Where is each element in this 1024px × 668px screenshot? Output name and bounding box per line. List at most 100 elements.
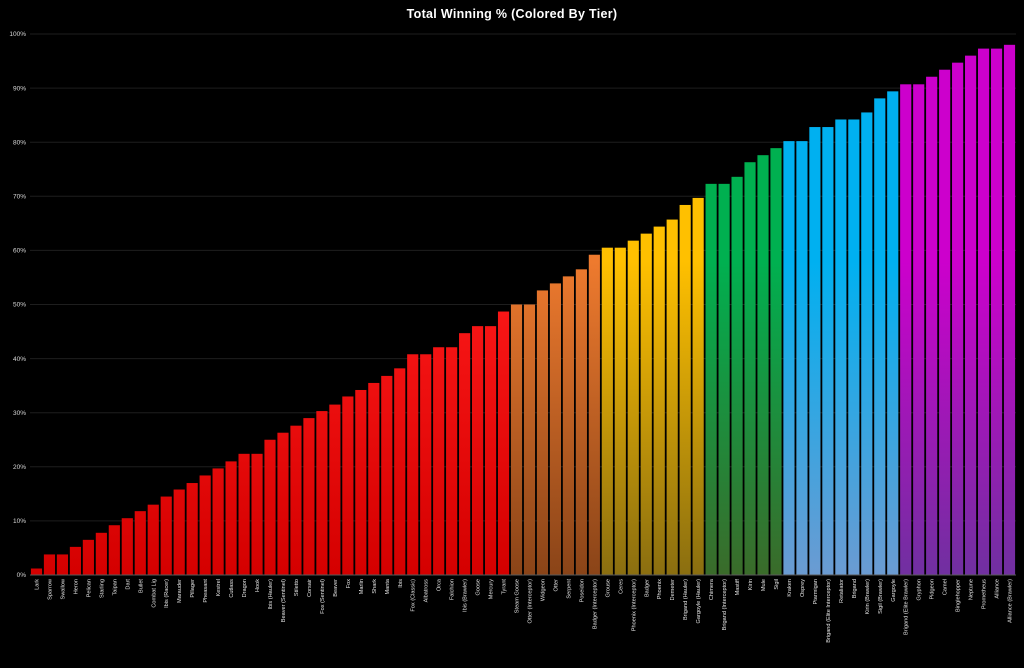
x-category-label: Albatross [424, 579, 430, 603]
bar [887, 91, 899, 575]
y-tick-label: 20% [13, 464, 26, 471]
y-tick-label: 30% [13, 410, 26, 417]
x-category-label: Ibis (Brawler) [463, 579, 469, 612]
bar [900, 84, 912, 575]
bar [601, 247, 613, 575]
bar [69, 546, 81, 575]
y-tick-label: 60% [13, 248, 26, 255]
x-category-label: Alliance (Brawler) [1008, 579, 1014, 623]
bar [160, 496, 172, 575]
x-category-label: Swallow [60, 578, 66, 599]
x-category-label: Corsair [307, 579, 313, 597]
chart-title: Total Winning % (Colored By Tier) [406, 7, 618, 21]
x-category-label: Beaver (Sentinel) [281, 579, 287, 622]
x-category-label: Binglehopper [956, 579, 962, 612]
bar [433, 347, 445, 575]
bar [225, 461, 237, 575]
x-category-label: Tyrant [502, 579, 508, 595]
x-category-label: Pheasant [203, 579, 209, 603]
x-category-label: Badger (Interceptor) [592, 579, 598, 629]
bar [913, 84, 925, 575]
x-category-label: Alliance [995, 579, 1001, 599]
bar [199, 475, 211, 575]
x-category-label: Beaver [333, 579, 339, 597]
x-category-label: Steam Goose [515, 579, 521, 613]
x-category-label: Marlin [359, 579, 365, 594]
x-category-label: Fox (Sentinel) [320, 579, 326, 614]
bar [861, 112, 873, 575]
x-category-label: Brigand (Hauler) [683, 579, 689, 620]
y-tick-label: 40% [13, 356, 26, 363]
bar [835, 119, 847, 575]
x-category-label: Orca [437, 578, 443, 591]
x-category-label: Gargoyle (Hauler) [696, 579, 702, 624]
bar [1003, 44, 1016, 575]
bar [264, 439, 276, 575]
bar [121, 518, 133, 575]
bar [147, 504, 159, 575]
x-category-label: Combat Lig [151, 579, 157, 608]
x-category-label: Hook [255, 579, 261, 592]
x-category-label: Brigand (Elite Interceptor) [826, 579, 832, 643]
x-category-label: Camel [943, 579, 949, 595]
x-axis-labels: Lark Sparrow Swallow Heron Pelican Starling Ta… [34, 578, 1013, 643]
bar [536, 290, 549, 575]
bars [30, 44, 1016, 576]
y-tick-label: 100% [9, 31, 26, 38]
bar [783, 141, 795, 575]
bar [446, 347, 458, 575]
x-category-label: Serpent [566, 579, 572, 599]
x-category-label: Demeter [670, 579, 676, 601]
bar [939, 69, 951, 576]
bar [472, 326, 484, 575]
x-category-label: Cutlass [229, 579, 235, 598]
x-category-label: Heron [73, 579, 79, 594]
x-category-label: Kirin [748, 579, 754, 590]
x-category-label: Goose [476, 579, 482, 595]
bar [666, 219, 678, 575]
bar [731, 176, 743, 575]
bar [95, 532, 107, 575]
x-category-label: Poseidon [579, 579, 585, 602]
bar [43, 554, 56, 575]
bar [173, 489, 185, 575]
x-category-label: Chimera [709, 578, 715, 600]
x-category-label: Pidgeon [930, 579, 936, 600]
bar [342, 396, 354, 575]
x-category-label: Brigand (Interceptor) [722, 579, 728, 630]
bar [108, 525, 120, 575]
bar [640, 233, 652, 575]
x-category-label: Fox [346, 579, 352, 589]
bar [56, 554, 69, 575]
bar [692, 197, 704, 576]
bar [627, 240, 639, 575]
x-category-label: Neptune [969, 579, 975, 600]
bar [134, 511, 146, 575]
y-axis-ticks: 0% 10% 20% 30% 40% 50% 60% 70% 80% 90% 100% [9, 31, 26, 579]
bar [82, 539, 94, 575]
bar [510, 304, 523, 575]
bar [718, 183, 730, 576]
x-category-label: Mastiff [735, 579, 741, 596]
bar [407, 354, 419, 575]
x-category-label: Prometheus [982, 579, 988, 609]
bar [523, 304, 536, 575]
bar [484, 326, 497, 575]
x-category-label: Dragon [242, 579, 248, 597]
x-category-label: Brigand [852, 579, 858, 598]
bar [277, 432, 289, 575]
bar [549, 283, 562, 575]
bar [679, 204, 691, 575]
y-tick-label: 90% [13, 85, 26, 92]
x-category-label: Brigand (Elite Brawler) [904, 579, 910, 635]
bar [926, 76, 938, 576]
x-category-label: Retaliator [839, 579, 845, 603]
x-category-label: Sigil [774, 579, 780, 590]
bar [653, 226, 665, 575]
x-category-label: Phoenix (Interceptor) [631, 579, 637, 631]
x-category-label: Phoenix [657, 579, 663, 599]
x-category-label: Widgeon [540, 579, 546, 601]
x-category-label: Ibis [398, 579, 404, 588]
bar [290, 425, 302, 575]
